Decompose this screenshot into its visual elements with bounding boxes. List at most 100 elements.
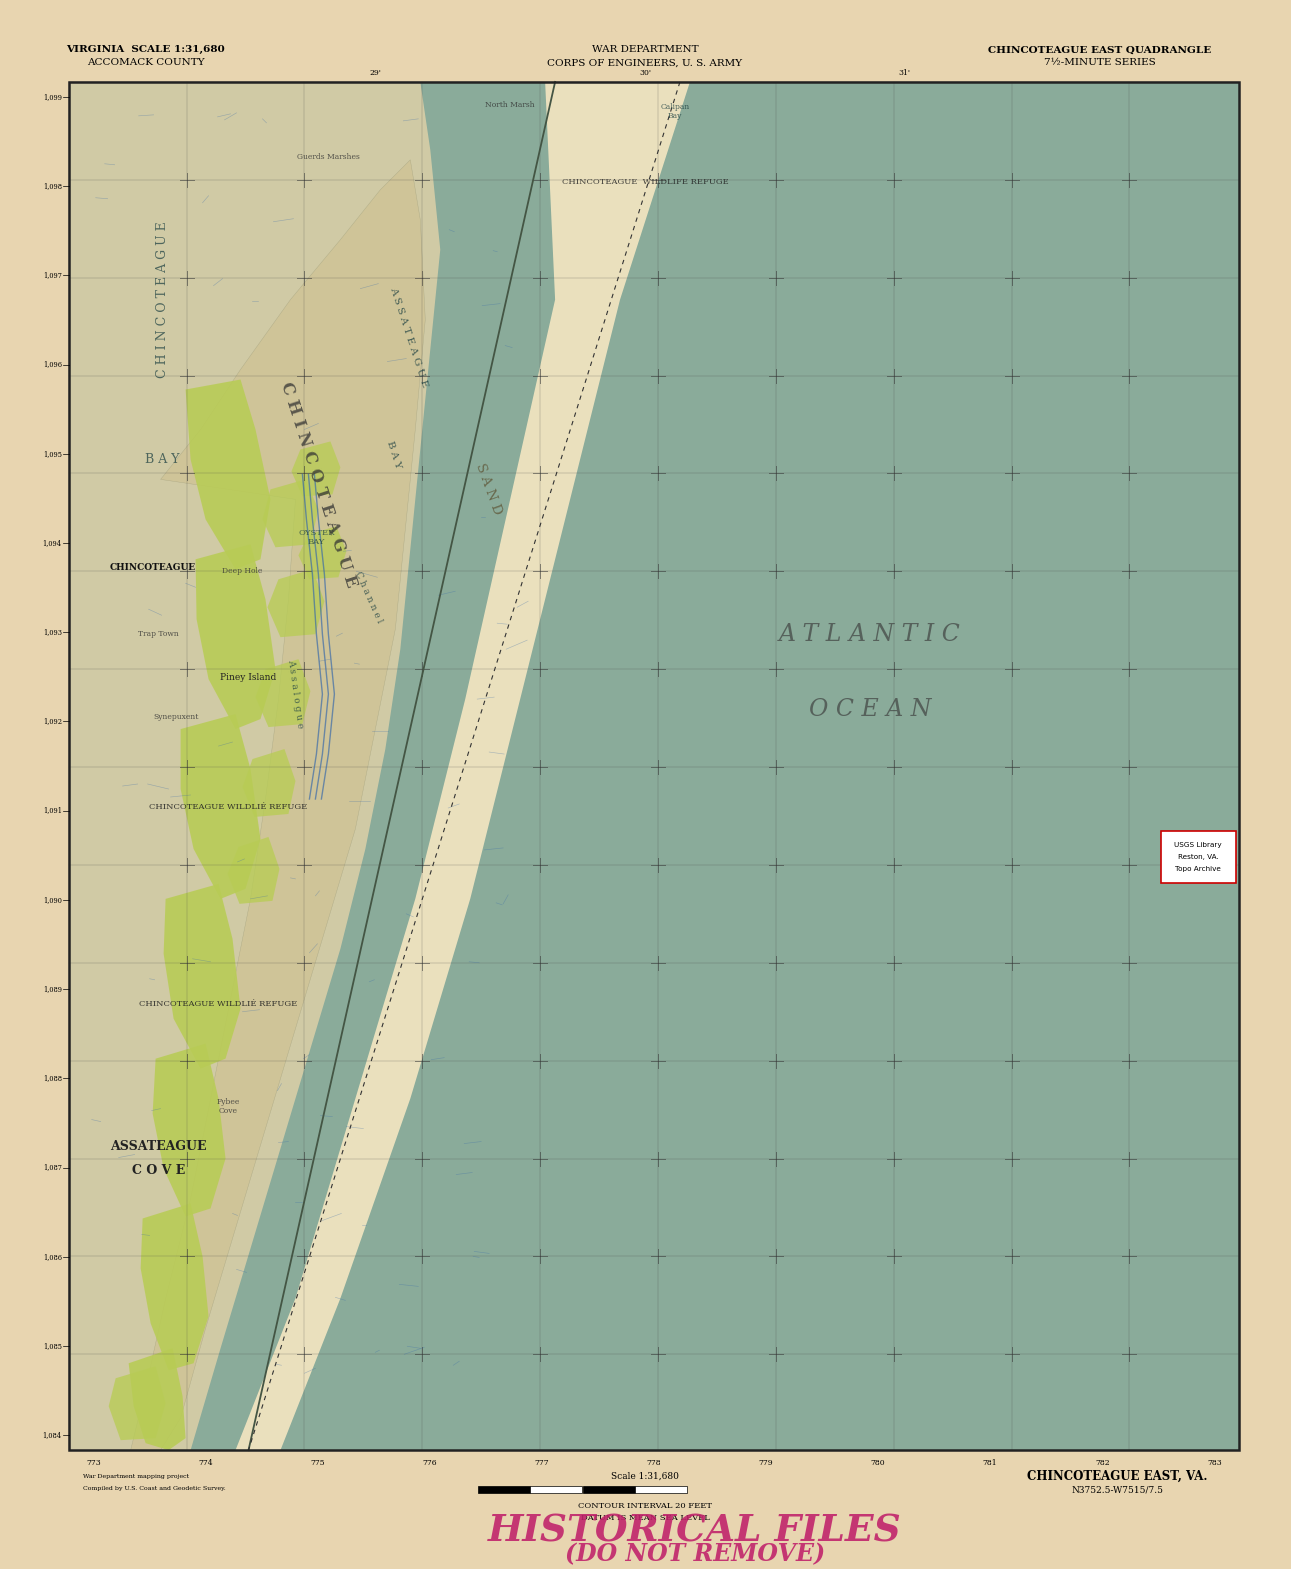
Text: CORPS OF ENGINEERS, U. S. ARMY: CORPS OF ENGINEERS, U. S. ARMY [547,58,742,67]
Bar [478,1486,531,1494]
Text: CHINCOTEAGUE EAST, VA.: CHINCOTEAGUE EAST, VA. [1028,1470,1207,1483]
Text: 1,092: 1,092 [43,717,62,725]
Bar [584,1486,635,1494]
Text: ACCOMACK COUNTY: ACCOMACK COUNTY [86,58,204,67]
Text: Piney Island: Piney Island [221,673,276,681]
Bar [1,0,1290,82]
Text: CHINCOTEAGUE WILDLIÉ REFUGE: CHINCOTEAGUE WILDLIÉ REFUGE [139,999,298,1007]
Bar [68,82,1239,1450]
Text: 1,095: 1,095 [43,450,62,458]
Text: CHINCOTEAGUE EAST QUADRANGLE: CHINCOTEAGUE EAST QUADRANGLE [988,46,1211,55]
Text: HISTORICAL FILES: HISTORICAL FILES [488,1513,902,1550]
Text: 1,093: 1,093 [43,628,62,635]
Bar [531,1486,582,1494]
Text: 777: 777 [534,1459,549,1467]
Polygon shape [68,82,440,1450]
Polygon shape [235,82,689,1450]
Text: Deep Hole: Deep Hole [222,568,262,576]
Text: Synepuxent: Synepuxent [152,712,199,722]
Text: 782: 782 [1095,1459,1109,1467]
Bar [635,1486,687,1494]
Text: 1,087: 1,087 [43,1164,62,1172]
Polygon shape [164,883,240,1068]
Text: 783: 783 [1207,1459,1221,1467]
Text: 778: 778 [647,1459,661,1467]
Text: 1,094: 1,094 [43,540,62,548]
Text: 1,099: 1,099 [43,93,62,100]
Polygon shape [186,380,271,570]
Text: North Marsh: North Marsh [485,100,534,108]
Text: Scale 1:31,680: Scale 1:31,680 [611,1472,679,1481]
Text: Guerds Marshes: Guerds Marshes [297,152,360,160]
Text: A S S A T E A G U E: A S S A T E A G U E [387,286,429,389]
Text: VIRGINIA  SCALE 1:31,680: VIRGINIA SCALE 1:31,680 [66,46,225,55]
Text: C H I N C O T E A G U E: C H I N C O T E A G U E [156,221,169,378]
Bar [1,0,68,1567]
Text: 1,098: 1,098 [43,182,62,190]
Polygon shape [130,160,425,1450]
Text: Fybee
Cove: Fybee Cove [217,1098,240,1116]
Text: CONTOUR INTERVAL 20 FEET: CONTOUR INTERVAL 20 FEET [578,1502,713,1509]
Text: CHINCOTEAGUE: CHINCOTEAGUE [110,563,196,571]
Text: USGS Library: USGS Library [1175,843,1223,847]
Text: B A Y: B A Y [385,439,402,469]
Text: (DO NOT REMOVE): (DO NOT REMOVE) [565,1542,825,1566]
Bar [68,82,1239,1450]
Text: DATUM IS MEAN SEA LEVEL: DATUM IS MEAN SEA LEVEL [581,1514,710,1522]
Polygon shape [267,570,324,637]
Text: Topo Archive: Topo Archive [1175,866,1221,872]
Text: 774: 774 [199,1459,213,1467]
Text: Calipan
Bay: Calipan Bay [660,104,689,121]
Text: Reston, VA.: Reston, VA. [1177,854,1219,860]
Text: Compiled by U.S. Coast and Geodetic Survey.: Compiled by U.S. Coast and Geodetic Surv… [83,1486,226,1491]
Text: 780: 780 [871,1459,886,1467]
Text: 1,097: 1,097 [43,271,62,279]
Text: 1,086: 1,086 [43,1252,62,1261]
Polygon shape [129,1348,186,1450]
Text: 1,085: 1,085 [43,1341,62,1349]
Text: 776: 776 [422,1459,438,1467]
Text: O C E A N: O C E A N [808,698,931,720]
Text: 30': 30' [639,69,651,77]
Text: 779: 779 [759,1459,773,1467]
Bar [1239,0,1290,1567]
Text: 781: 781 [982,1459,998,1467]
Polygon shape [181,714,261,899]
Text: 773: 773 [86,1459,101,1467]
Text: 1,091: 1,091 [43,806,62,814]
Text: C H I N C O T E A G U E: C H I N C O T E A G U E [278,380,360,590]
Polygon shape [152,1043,226,1216]
Text: N3752.5-W7515/7.5: N3752.5-W7515/7.5 [1072,1486,1163,1495]
Text: 775: 775 [311,1459,325,1467]
Text: A s s a l o g u e: A s s a l o g u e [287,659,305,730]
Text: CHINCOTEAGUE WILDLIÉ REFUGE: CHINCOTEAGUE WILDLIÉ REFUGE [150,803,307,811]
Text: C h a n n e l: C h a n n e l [352,570,383,624]
Text: 29': 29' [369,69,381,77]
Text: OYSTER
BAY: OYSTER BAY [298,529,334,546]
Text: 1,089: 1,089 [43,985,62,993]
Polygon shape [108,1367,165,1440]
Text: WAR DEPARTMENT: WAR DEPARTMENT [591,46,698,55]
Text: ASSATEAGUE: ASSATEAGUE [110,1141,207,1153]
Text: 7½-MINUTE SERIES: 7½-MINUTE SERIES [1043,58,1155,67]
Text: 1,090: 1,090 [43,896,62,904]
Text: Trap Town: Trap Town [138,631,179,639]
Text: B A Y: B A Y [146,453,179,466]
Bar [1,1450,1290,1567]
Text: 1,088: 1,088 [43,1075,62,1083]
Polygon shape [298,526,346,579]
Polygon shape [227,836,279,904]
Polygon shape [256,659,310,726]
Polygon shape [292,441,341,496]
Text: 1,084: 1,084 [43,1431,62,1439]
Polygon shape [141,1203,209,1370]
Text: 1,096: 1,096 [43,361,62,369]
Text: C O V E: C O V E [132,1164,185,1177]
Polygon shape [195,544,275,730]
Polygon shape [262,480,319,548]
Bar [1162,832,1237,883]
Text: A T L A N T I C: A T L A N T I C [778,623,961,646]
Text: S A N D: S A N D [473,461,503,516]
Text: War Department mapping project: War Department mapping project [83,1473,188,1478]
Polygon shape [243,748,296,817]
